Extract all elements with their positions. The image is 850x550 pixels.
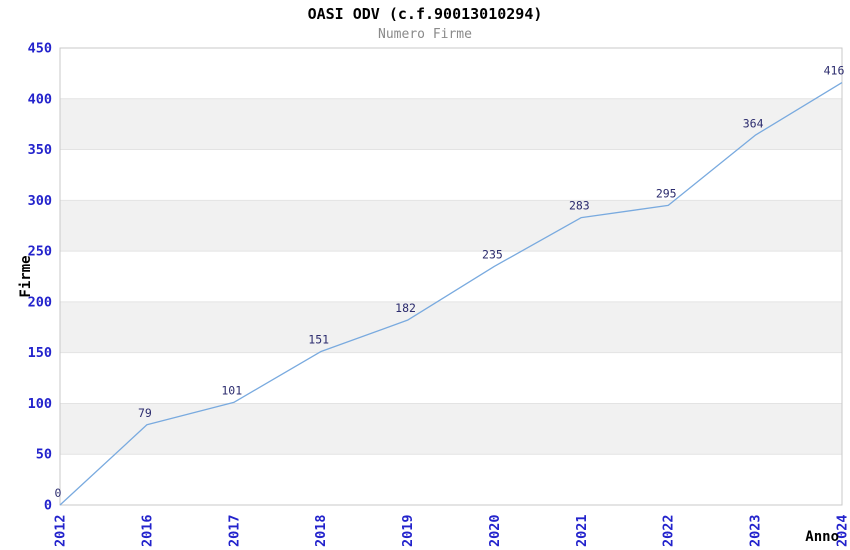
chart-subtitle: Numero Firme [378, 27, 472, 42]
x-axis-title: Anno [805, 529, 839, 545]
data-point-label: 182 [395, 301, 416, 315]
x-tick-label: 2021 [574, 514, 590, 547]
x-tick-label: 2020 [487, 514, 503, 547]
x-tick-label: 2024 [835, 514, 850, 547]
plot-band [60, 98, 842, 150]
x-tick-label: 2018 [313, 514, 329, 547]
y-tick-label: 150 [28, 345, 52, 361]
x-tick-label: 2016 [139, 514, 155, 547]
x-tick-label: 2012 [53, 514, 69, 547]
plot-band [60, 403, 842, 455]
y-tick-label: 200 [28, 294, 52, 310]
data-point-label: 364 [743, 116, 764, 130]
x-tick-label: 2022 [661, 514, 677, 547]
data-point-label: 295 [656, 186, 677, 200]
data-point-label: 283 [569, 199, 590, 213]
data-point-label: 0 [55, 486, 62, 500]
y-tick-label: 0 [44, 498, 52, 514]
series-line [59, 81, 843, 506]
y-axis-title: Firme [18, 255, 34, 297]
plot-border [59, 47, 843, 506]
y-tick-label: 350 [28, 142, 52, 158]
data-point-label: 101 [221, 383, 242, 397]
data-point-label: 235 [482, 247, 503, 261]
chart-title: OASI ODV (c.f.90013010294) [307, 5, 543, 23]
x-tick-label: 2019 [400, 514, 416, 547]
plot-band [60, 200, 842, 252]
y-tick-label: 100 [28, 396, 52, 412]
data-point-label: 151 [308, 333, 329, 347]
x-tick-label: 2017 [226, 514, 242, 547]
x-tick-label: 2023 [748, 514, 764, 547]
y-tick-label: 50 [36, 447, 52, 463]
y-tick-label: 450 [28, 41, 52, 57]
y-tick-label: 250 [28, 244, 52, 260]
data-point-label: 416 [824, 64, 845, 78]
data-point-label: 79 [138, 406, 152, 420]
y-tick-label: 300 [28, 193, 52, 209]
y-tick-label: 400 [28, 91, 52, 107]
plot-band [60, 301, 842, 353]
